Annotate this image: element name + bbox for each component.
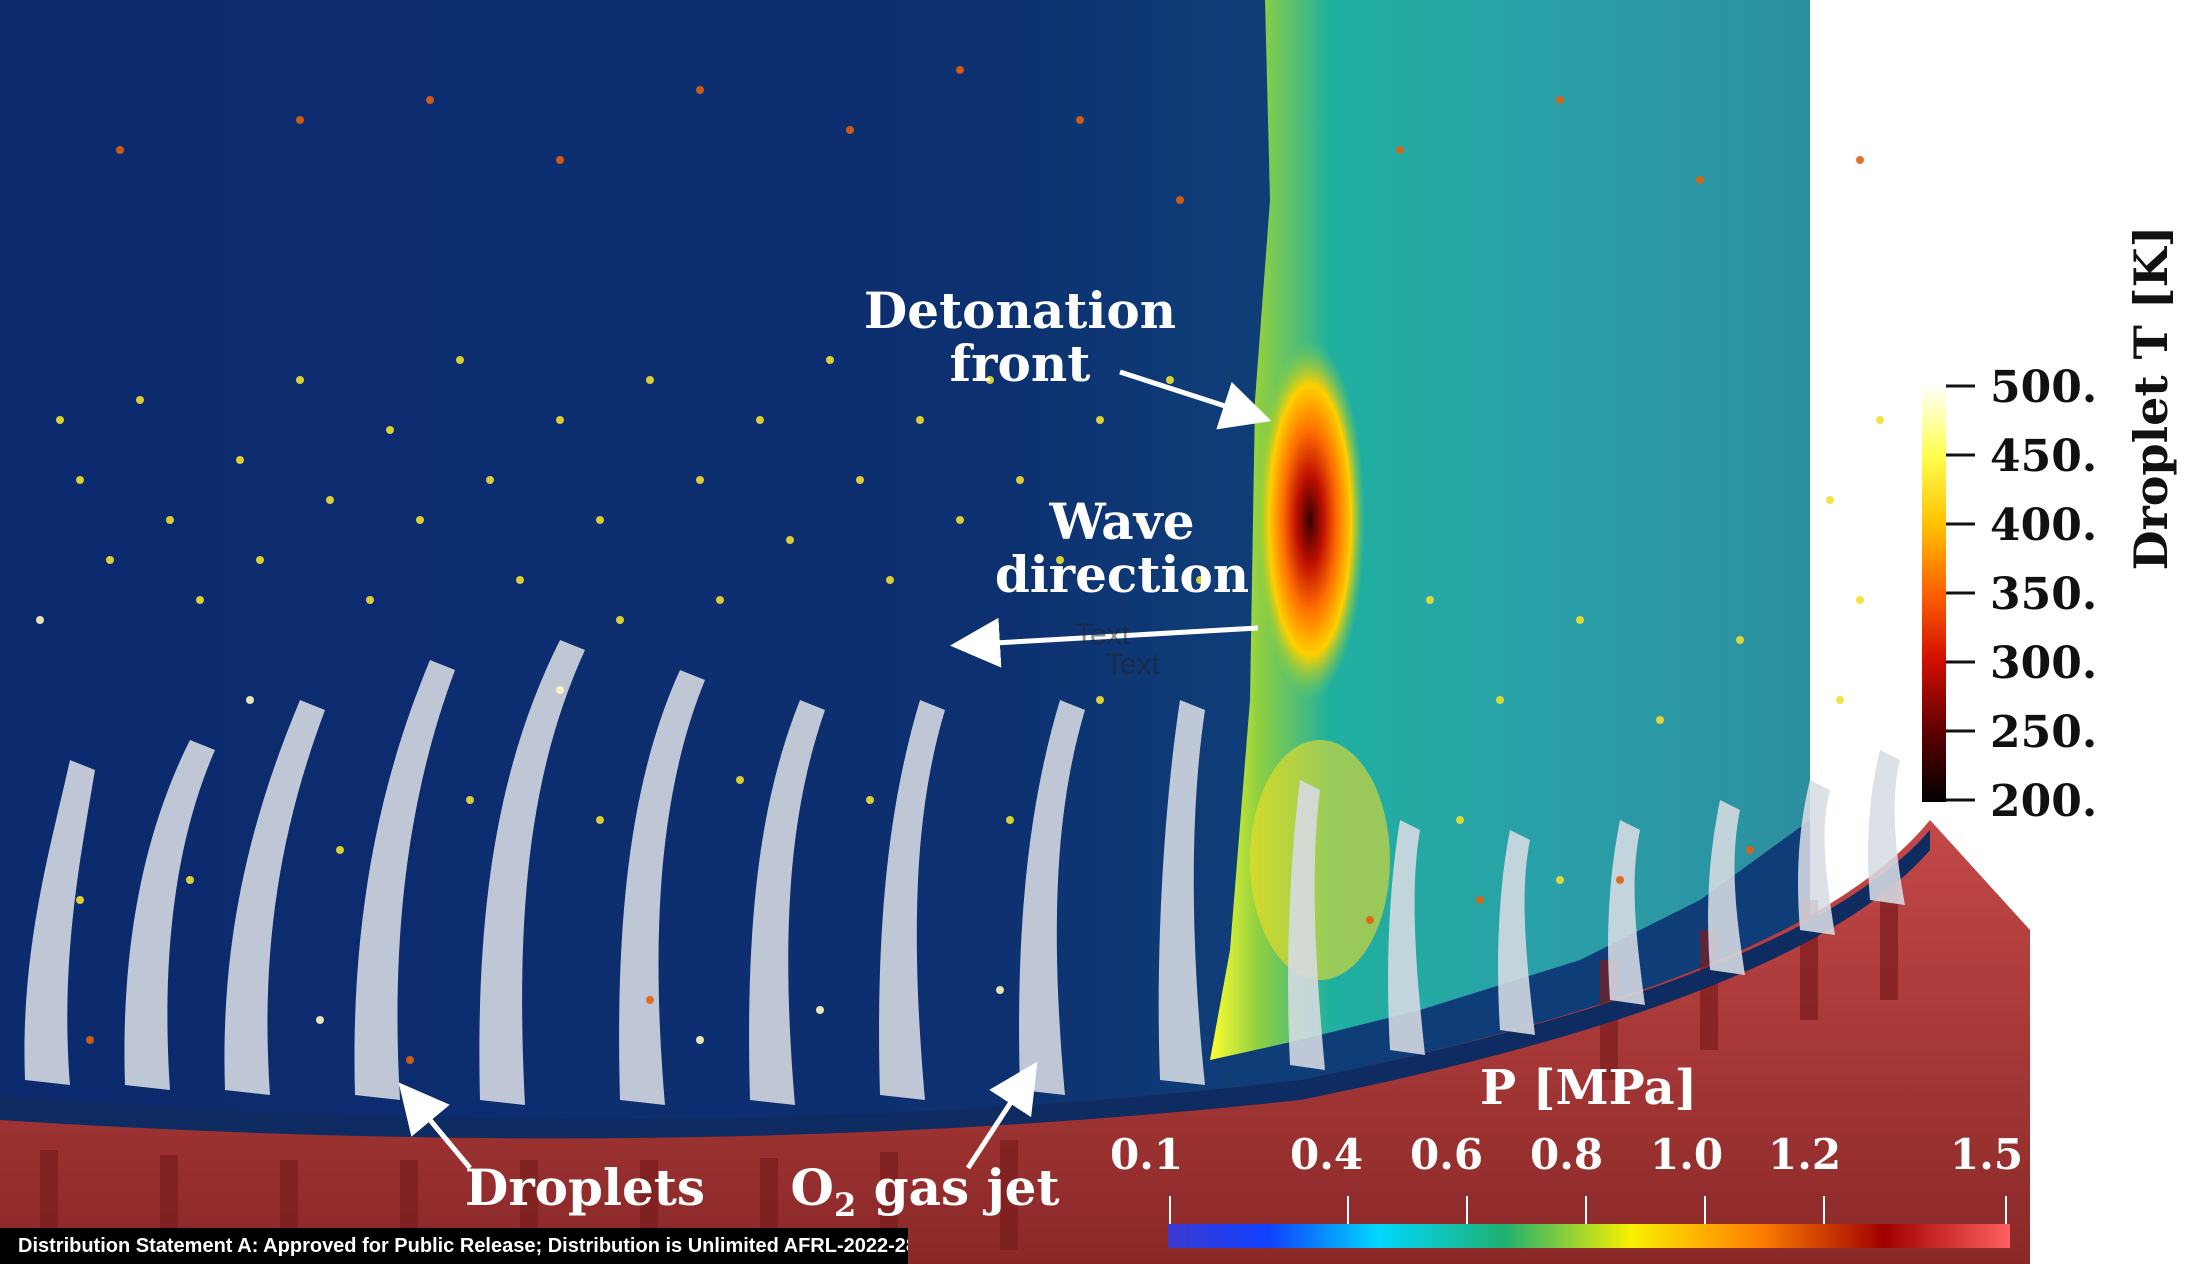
pressure-tick-0-4: 0.4 [1290, 1130, 1364, 1179]
droplets-label: Droplets [464, 1158, 706, 1217]
temperature-tick-500: 500. [1990, 362, 2098, 413]
wave-direction-label-line1: Wave [1049, 492, 1195, 551]
temperature-tick-400: 400. [1990, 500, 2098, 551]
pressure-colorbar-title: P [MPa] [1480, 1060, 1698, 1116]
droplets-scatter [36, 66, 1884, 1064]
pressure-tick-0-6: 0.6 [1410, 1130, 1484, 1179]
faint-overlay-text-line2: Text [1105, 648, 1161, 681]
detonation-front-label-line1: Detonation [863, 281, 1177, 340]
injector-chamber [0, 820, 2030, 1264]
temperature-colorbar-ticks [1946, 384, 1975, 802]
pressure-tick-1-0: 1.0 [1650, 1130, 1724, 1179]
wave-direction-label-line2: direction [994, 544, 1250, 604]
temperature-colorbar-title: Droplet T [K] [2124, 225, 2178, 571]
wave-direction-arrow [950, 617, 1259, 668]
temperature-tick-250: 250. [1990, 707, 2098, 758]
o2-gas-jets [24, 640, 1905, 1105]
pressure-colorbar [1168, 1224, 2010, 1248]
wave-tail [1250, 740, 1390, 980]
o2-jet-arrow [965, 1061, 1038, 1170]
pressure-tick-0-8: 0.8 [1530, 1130, 1604, 1179]
temperature-tick-450: 450. [1990, 431, 2098, 482]
detonation-front-label-line2: front [949, 333, 1091, 393]
temperature-tick-200: 200. [1990, 776, 2098, 827]
detonation-front-label: Detonation front [860, 281, 1180, 393]
temperature-tick-300: 300. [1990, 638, 2098, 689]
pressure-tick-1-5: 1.5 [1950, 1130, 2024, 1179]
pressure-tick-1-2: 1.2 [1768, 1130, 1842, 1179]
pressure-colorbar-ticks [1169, 1196, 2007, 1224]
o2-label-subscript: 2 [833, 1186, 857, 1224]
o2-label-rest: gas jet [856, 1158, 1060, 1217]
pressure-tick-0-1: 0.1 [1110, 1130, 1184, 1179]
detonation-hotspot [1255, 340, 1365, 700]
o2-gas-jet-label: O2 gas jet [785, 1161, 1065, 1224]
temperature-tick-350: 350. [1990, 569, 2098, 620]
wave-direction-label: Wave direction [962, 492, 1282, 604]
temperature-colorbar [1922, 384, 1946, 802]
faint-overlay-text: Text Text [1075, 620, 1160, 680]
injector-plate [0, 830, 1930, 1139]
distribution-statement: Distribution Statement A: Approved for P… [0, 1228, 908, 1264]
detonation-front-arrow [1119, 369, 1272, 430]
o2-label-o: O [790, 1158, 834, 1217]
droplets-arrow [398, 1082, 472, 1170]
faint-overlay-text-line1: Text [1075, 618, 1131, 651]
